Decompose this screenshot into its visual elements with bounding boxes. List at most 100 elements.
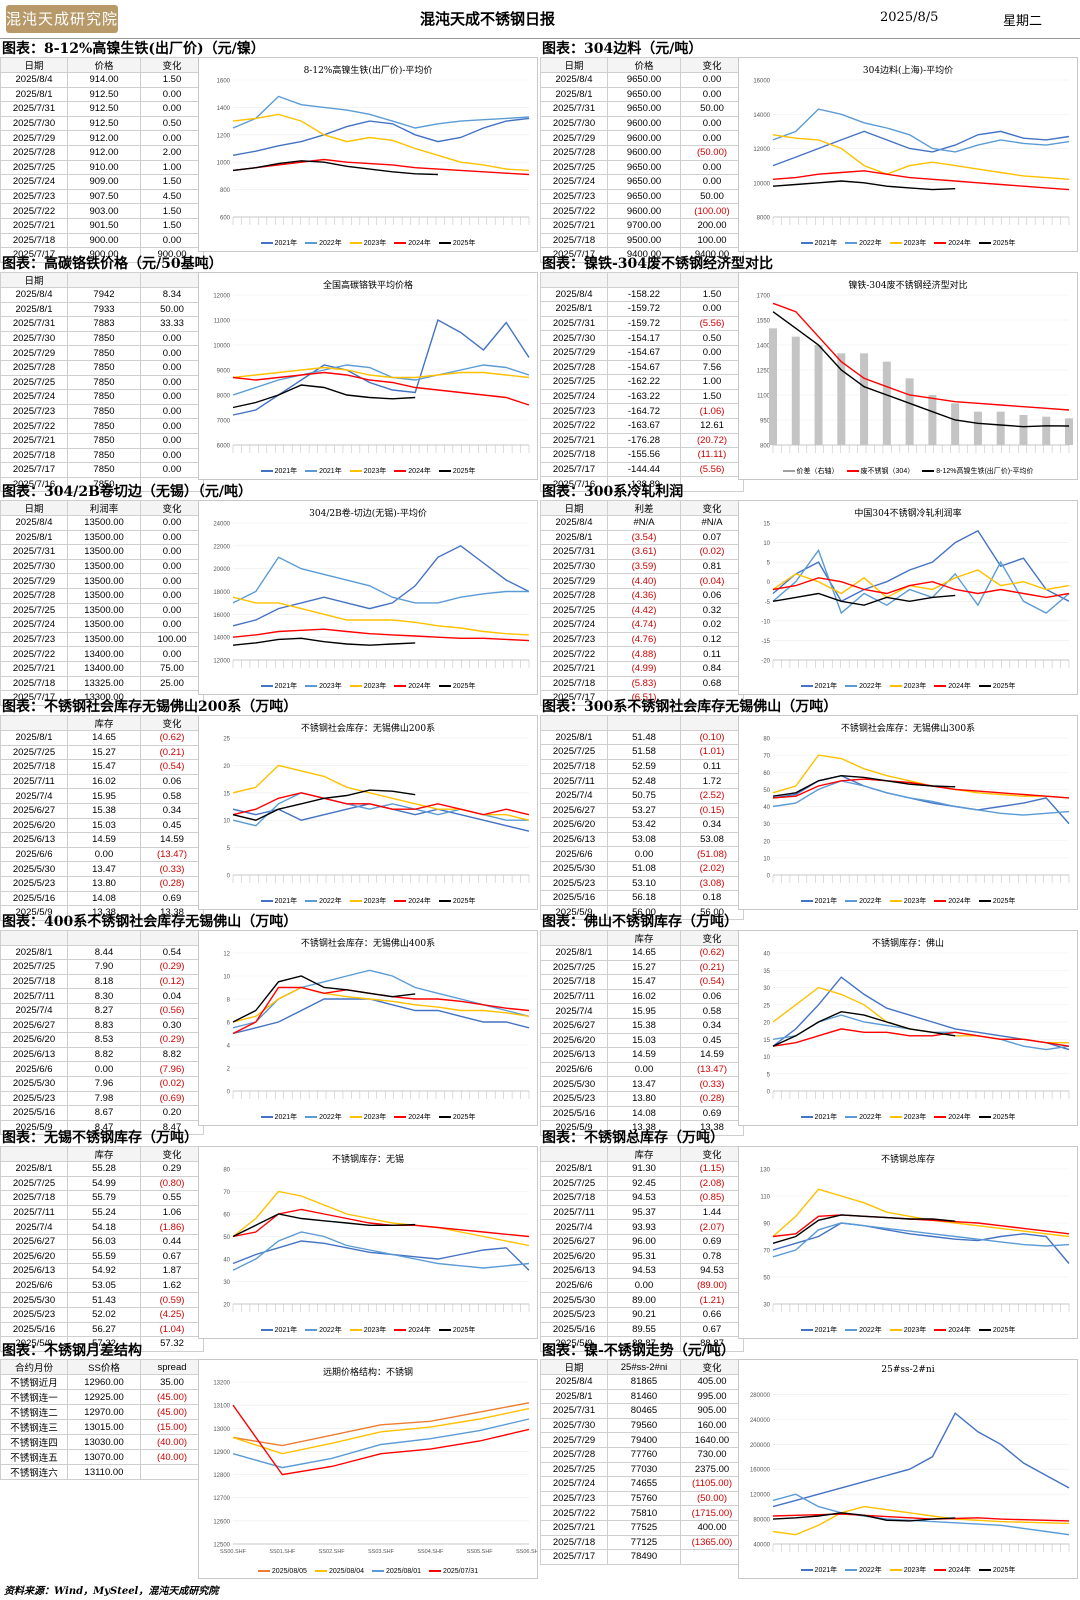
legend-label: 2024年 bbox=[408, 1114, 431, 1121]
table-cell: 不锈钢连六 bbox=[0, 1464, 68, 1480]
table-cell: 2025/7/17 bbox=[0, 247, 68, 263]
table-row: 2025/5/23 53.10 (3.08) bbox=[540, 875, 744, 892]
table-cell: 51.43 bbox=[67, 1292, 141, 1308]
column-header: 利差 bbox=[607, 500, 681, 516]
table-cell: (0.02) bbox=[140, 1075, 204, 1092]
report-date: 2025/8/5 bbox=[880, 10, 939, 25]
table-cell: 0.45 bbox=[680, 1032, 744, 1049]
table-cell: 13015.00 bbox=[67, 1419, 141, 1435]
chart-svg: 0 5 10 15 20 25 bbox=[223, 737, 530, 883]
table-row: 2025/7/11 55.24 1.06 bbox=[0, 1204, 204, 1221]
table-row: 2025/7/21 7850 0.00 bbox=[0, 432, 204, 449]
spread-bar bbox=[973, 411, 982, 445]
table-cell: 2025/7/18 bbox=[540, 675, 608, 692]
table-cell: 912.50 bbox=[67, 115, 141, 132]
y-tick-label: 22000 bbox=[213, 544, 230, 550]
legend-label: 2022年 bbox=[319, 1327, 342, 1334]
series-line bbox=[232, 1190, 530, 1247]
legend-item: 2025/07/31 bbox=[429, 1568, 478, 1575]
table-cell: 9700.00 bbox=[607, 217, 681, 234]
series-line bbox=[772, 1512, 956, 1522]
legend-label: 2025年 bbox=[992, 240, 1016, 247]
table-cell: 2375.00 bbox=[680, 1461, 744, 1478]
table-cell bbox=[140, 1464, 204, 1480]
table-cell: 909.00 bbox=[67, 174, 141, 190]
legend-label: 2021年 bbox=[814, 898, 838, 905]
table-cell: 1.06 bbox=[140, 1204, 204, 1221]
table-cell: 13.38 bbox=[607, 1120, 681, 1136]
table-cell: 0.11 bbox=[680, 646, 744, 662]
x-tick-label: SS06.SHF bbox=[516, 1549, 537, 1555]
table-cell: 910.00 bbox=[67, 159, 141, 176]
table-cell: 2025/6/20 bbox=[0, 1032, 68, 1048]
panel-title: 图表：400系不锈钢社会库存无锡佛山（万吨） bbox=[2, 914, 298, 930]
table-cell: 1.87 bbox=[140, 1263, 204, 1279]
table-cell: 2025/7/17 bbox=[540, 461, 608, 478]
table-row: 2025/7/11 52.48 1.72 bbox=[540, 773, 744, 789]
chart-title: 304/2B卷-切边(无锡)-平均价 bbox=[309, 509, 427, 519]
legend-label: 2025年 bbox=[992, 1327, 1016, 1334]
chart-title: 不锈钢社会库存：无锡佛山200系 bbox=[300, 724, 436, 734]
legend-label: 2023年 bbox=[363, 683, 387, 690]
table-cell: 0.00 bbox=[140, 130, 204, 146]
table-cell: 2025/8/1 bbox=[540, 1161, 608, 1177]
table-cell: 90.21 bbox=[607, 1306, 681, 1323]
chart-legend: 2021年 2022年 2023年 2024年 2025年 bbox=[199, 896, 537, 906]
data-table: 合约月份 SS价格 spread 不锈钢近月 12960.00 35.00 不锈钢连一 129… bbox=[0, 1359, 204, 1480]
spread-bar bbox=[791, 336, 800, 445]
table-row: 2025/7/28 -154.67 7.56 bbox=[540, 359, 744, 376]
chart-legend: 2025/08/05 2025/08/04 2025/08/01 2025/07/31 bbox=[199, 1568, 537, 1575]
table-cell: (1.04) bbox=[140, 1321, 204, 1338]
y-tick-label: 40 bbox=[763, 805, 770, 811]
chart-box: 中国304不锈钢冷轧利润率 -20 -15 -10 -5 0 5 10 15 2021年 2022年… bbox=[738, 500, 1078, 695]
chart-title: 8-12%高镍生铁(出厂价)-平均价 bbox=[303, 66, 433, 76]
legend-swatch bbox=[305, 1116, 318, 1119]
column-header: 变化 bbox=[140, 1146, 204, 1162]
panel-0: 图表：8-12%高镍生铁(出厂价)（元/镍） 日期 价格 变化 2025/8/4 914.… bbox=[0, 38, 540, 263]
table-cell: 7.56 bbox=[680, 359, 744, 376]
table-cell: 56.00 bbox=[680, 904, 744, 921]
table-cell: -159.72 bbox=[607, 301, 681, 317]
series-line bbox=[232, 596, 530, 636]
legend-label: 2025年 bbox=[452, 898, 476, 905]
column-header bbox=[607, 715, 681, 731]
y-tick-label: 12500 bbox=[213, 1543, 230, 1549]
column-header bbox=[140, 272, 204, 288]
legend-item: 2025年 bbox=[438, 240, 475, 247]
report-weekday: 星期二 bbox=[1003, 14, 1043, 29]
table-row: 2025/7/17 13300.00 bbox=[0, 690, 204, 706]
legend-swatch bbox=[349, 470, 362, 473]
table-cell: (11.11) bbox=[680, 447, 744, 463]
y-tick-label: 7000 bbox=[217, 419, 231, 425]
table-cell: 7850 bbox=[67, 359, 141, 376]
table-row: 2025/5/23 7.98 (0.69) bbox=[0, 1090, 204, 1107]
y-tick-label: 35 bbox=[763, 969, 770, 975]
table-cell: 9600.00 bbox=[607, 130, 681, 146]
legend-swatch bbox=[978, 900, 991, 903]
legend-item: 2024年 bbox=[934, 1114, 971, 1121]
table-row: 2025/7/25 15.27 (0.21) bbox=[540, 959, 744, 976]
table-cell: 2025/7/23 bbox=[540, 631, 608, 648]
legend-item: 2024年 bbox=[394, 898, 431, 905]
table-cell: 8.30 bbox=[67, 988, 141, 1004]
table-cell: 15.27 bbox=[67, 744, 141, 761]
legend-swatch bbox=[438, 900, 451, 903]
legend-item: 8-12%高镍生铁(出厂价)-平均价 bbox=[922, 468, 1033, 475]
legend-item: 2025年 bbox=[438, 683, 475, 690]
panel-2: 图表：高碳铬铁价格（元/50基吨） 日期 2025/8/4 7942 8.34 2025/… bbox=[0, 253, 540, 493]
table-cell: 2025/7/4 bbox=[540, 1219, 608, 1235]
table-cell: (45.00) bbox=[140, 1404, 204, 1420]
column-header bbox=[540, 930, 608, 946]
table-cell: 0.00 bbox=[607, 846, 681, 862]
table-cell: 2025/5/9 bbox=[0, 1336, 68, 1352]
y-tick-label: 80 bbox=[763, 737, 770, 743]
series-line bbox=[772, 180, 956, 191]
y-tick-label: -20 bbox=[761, 659, 770, 665]
legend-swatch bbox=[305, 1329, 318, 1332]
table-cell: 16.02 bbox=[67, 773, 141, 790]
table-row: 2025/6/13 14.59 14.59 bbox=[0, 832, 204, 848]
table-row: 2025/8/1 81460 995.00 bbox=[540, 1388, 744, 1405]
table-row: 2025/7/29 9600.00 0.00 bbox=[540, 130, 744, 146]
legend-label: 2025/08/05 bbox=[271, 1568, 307, 1575]
series-line bbox=[232, 1418, 530, 1469]
